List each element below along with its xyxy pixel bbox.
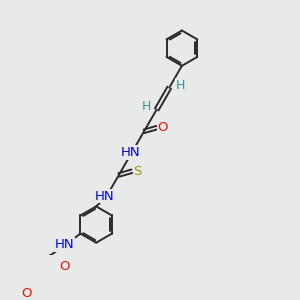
Text: HN: HN bbox=[95, 190, 115, 203]
Text: HN: HN bbox=[54, 238, 74, 251]
Text: O: O bbox=[59, 260, 69, 273]
Text: HN: HN bbox=[120, 146, 140, 159]
Text: O: O bbox=[158, 121, 168, 134]
Text: H: H bbox=[141, 100, 151, 113]
Text: H: H bbox=[176, 79, 185, 92]
Text: S: S bbox=[133, 165, 142, 178]
Text: O: O bbox=[22, 287, 32, 300]
